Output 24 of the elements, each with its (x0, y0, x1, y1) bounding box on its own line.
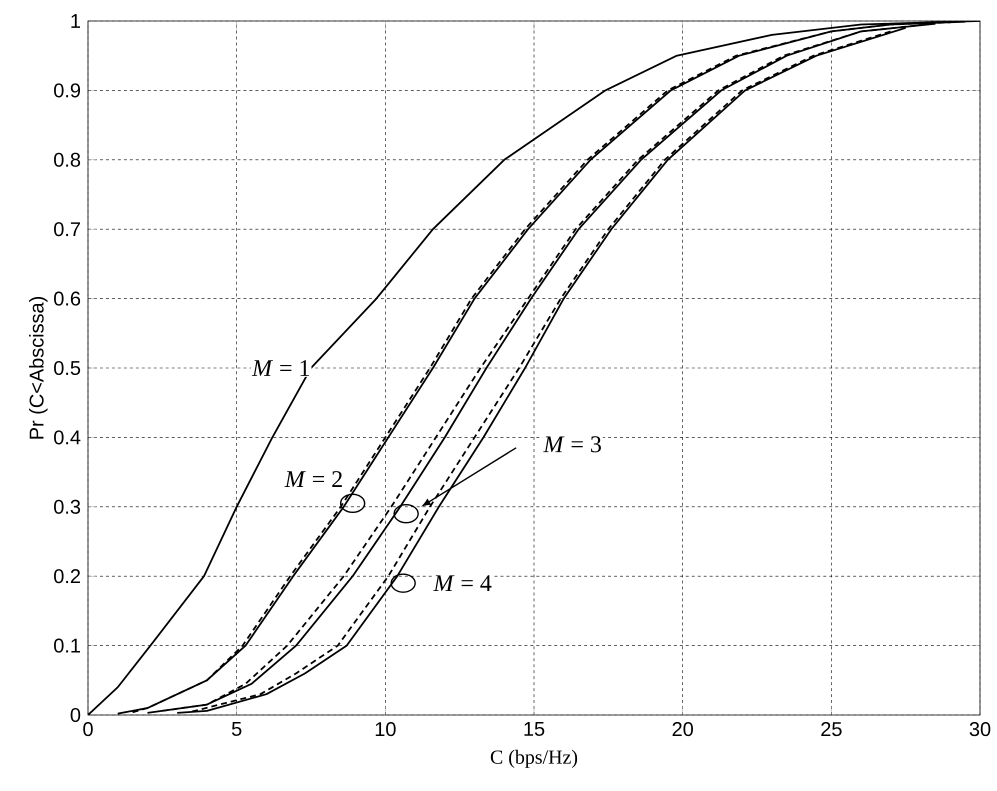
y-tick-label: 0 (70, 708, 80, 722)
x-tick-label: 30 (970, 722, 990, 736)
annotation: M = 2 (284, 471, 342, 487)
x-tick-label: 20 (672, 722, 693, 736)
y-tick-label: 0.2 (54, 569, 80, 584)
y-tick-label: 0.1 (54, 638, 80, 653)
x-tick-label: 15 (524, 722, 544, 736)
y-tick-label: 0.8 (54, 152, 80, 167)
annotation: M = 3 (543, 436, 601, 452)
y-tick-label: 1 (71, 14, 80, 28)
annotation: M = 4 (433, 575, 492, 592)
x-tick-label: 0 (83, 722, 93, 736)
x-axis-title: C (bps/Hz) (490, 750, 578, 768)
y-tick-label: 0.5 (54, 360, 80, 376)
y-tick-label: 0.3 (54, 500, 80, 514)
annotation: M = 1 (252, 360, 310, 376)
y-tick-label: 0.9 (54, 83, 80, 98)
y-tick-label: 0.4 (54, 430, 80, 444)
y-tick-label: 0.6 (54, 292, 80, 306)
x-tick-label: 5 (232, 722, 242, 736)
x-tick-label: 25 (821, 722, 842, 736)
y-axis-title: Pr (C<Abscissa) (29, 297, 48, 439)
y-tick-label: 0.7 (54, 222, 80, 236)
x-tick-label: 10 (376, 722, 396, 736)
